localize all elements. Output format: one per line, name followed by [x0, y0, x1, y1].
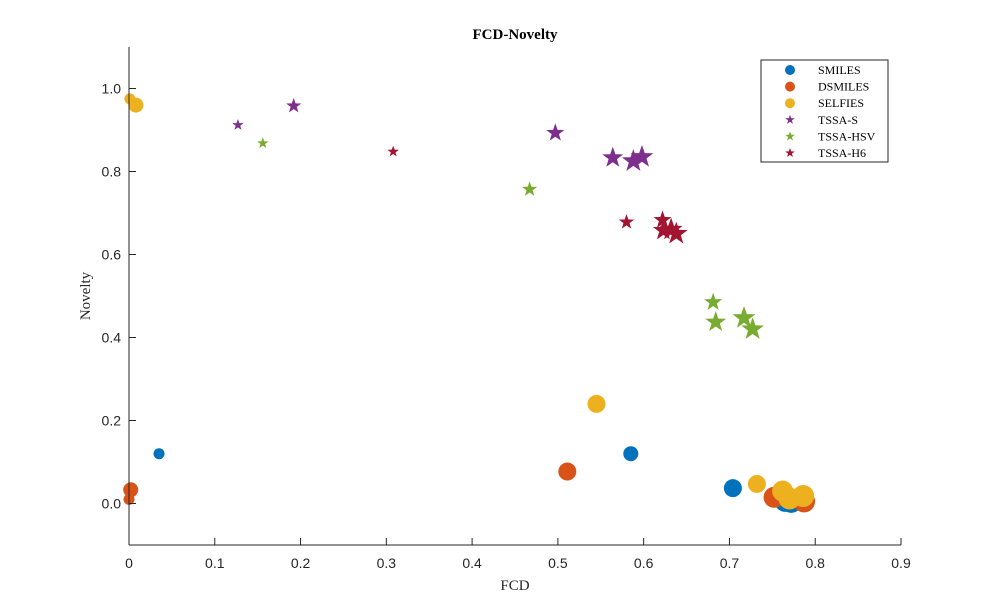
- legend-box: [760, 59, 889, 163]
- y-tick-label: 0.4: [102, 330, 122, 346]
- data-point: [621, 149, 645, 171]
- legend-marker: [785, 114, 795, 124]
- data-point: [652, 219, 674, 240]
- data-point: [747, 474, 766, 493]
- x-tick-label: 0.7: [720, 555, 740, 571]
- x-tick-label: 0.1: [205, 555, 225, 571]
- data-point: [257, 137, 269, 149]
- legend-marker: [785, 148, 795, 158]
- x-tick-label: 0.6: [634, 555, 654, 571]
- data-point: [723, 479, 742, 498]
- legend-label: SMILES: [818, 63, 861, 77]
- legend: SMILES DSMILES SELFIES TSSA-S TSSA-HSV TSSA-H…: [760, 59, 889, 163]
- series-tssa-hsv: [257, 137, 765, 339]
- legend-label: DSMILES: [818, 80, 869, 94]
- data-point: [653, 210, 672, 228]
- data-point: [232, 119, 244, 130]
- legend-marker: [785, 65, 795, 75]
- data-point: [587, 394, 606, 413]
- x-tick-label: 0.5: [548, 555, 568, 571]
- data-point: [123, 482, 139, 498]
- x-ticks: 0 0.1 0.2 0.3 0.4 0.5 0.6 0.7 0.8 0.9: [125, 538, 911, 571]
- data-point: [741, 317, 765, 339]
- series-tssa-s: [232, 97, 654, 171]
- data-point: [659, 217, 683, 240]
- y-tick-label: 0.0: [102, 496, 122, 512]
- x-tick-label: 0.9: [891, 555, 911, 571]
- legend-marker: [785, 81, 795, 92]
- x-tick-label: 0: [125, 555, 133, 571]
- legend-marker: [785, 131, 795, 141]
- y-axis-label: Novelty: [78, 271, 94, 320]
- data-point: [705, 311, 727, 332]
- data-point: [521, 181, 538, 196]
- y-tick-label: 0.2: [102, 413, 122, 429]
- data-point: [618, 214, 635, 229]
- y-tick-label: 0.6: [102, 247, 122, 263]
- y-tick-label: 0.8: [102, 164, 122, 180]
- x-tick-label: 0.8: [805, 555, 825, 571]
- x-tick-label: 0.2: [291, 555, 311, 571]
- x-tick-label: 0.4: [462, 555, 482, 571]
- data-point: [704, 292, 723, 310]
- data-point: [128, 97, 144, 113]
- data-point: [732, 306, 756, 328]
- points-layer: [123, 93, 816, 513]
- data-point: [664, 221, 688, 244]
- data-point: [153, 448, 165, 460]
- data-point: [623, 446, 639, 462]
- data-point: [546, 123, 565, 141]
- data-point: [792, 485, 815, 508]
- data-point: [558, 462, 577, 481]
- legend-label: TSSA-H6: [818, 146, 866, 160]
- y-tick-label: 1.0: [102, 81, 122, 97]
- legend-label: TSSA-S: [818, 113, 858, 127]
- legend-label: SELFIES: [818, 96, 864, 110]
- x-axis-label: FCD: [500, 578, 529, 594]
- chart-title: FCD-Novelty: [473, 27, 558, 43]
- legend-label: TSSA-HSV: [818, 129, 876, 143]
- series-tssa-h6: [387, 145, 688, 244]
- legend-marker: [785, 98, 795, 109]
- data-point: [630, 144, 654, 167]
- data-point: [286, 97, 302, 113]
- data-point: [602, 146, 624, 167]
- x-tick-label: 0.3: [377, 555, 397, 571]
- series-selfies: [124, 93, 815, 510]
- data-point: [387, 145, 399, 157]
- y-ticks: 0.0 0.2 0.4 0.6 0.8 1.0: [102, 81, 136, 512]
